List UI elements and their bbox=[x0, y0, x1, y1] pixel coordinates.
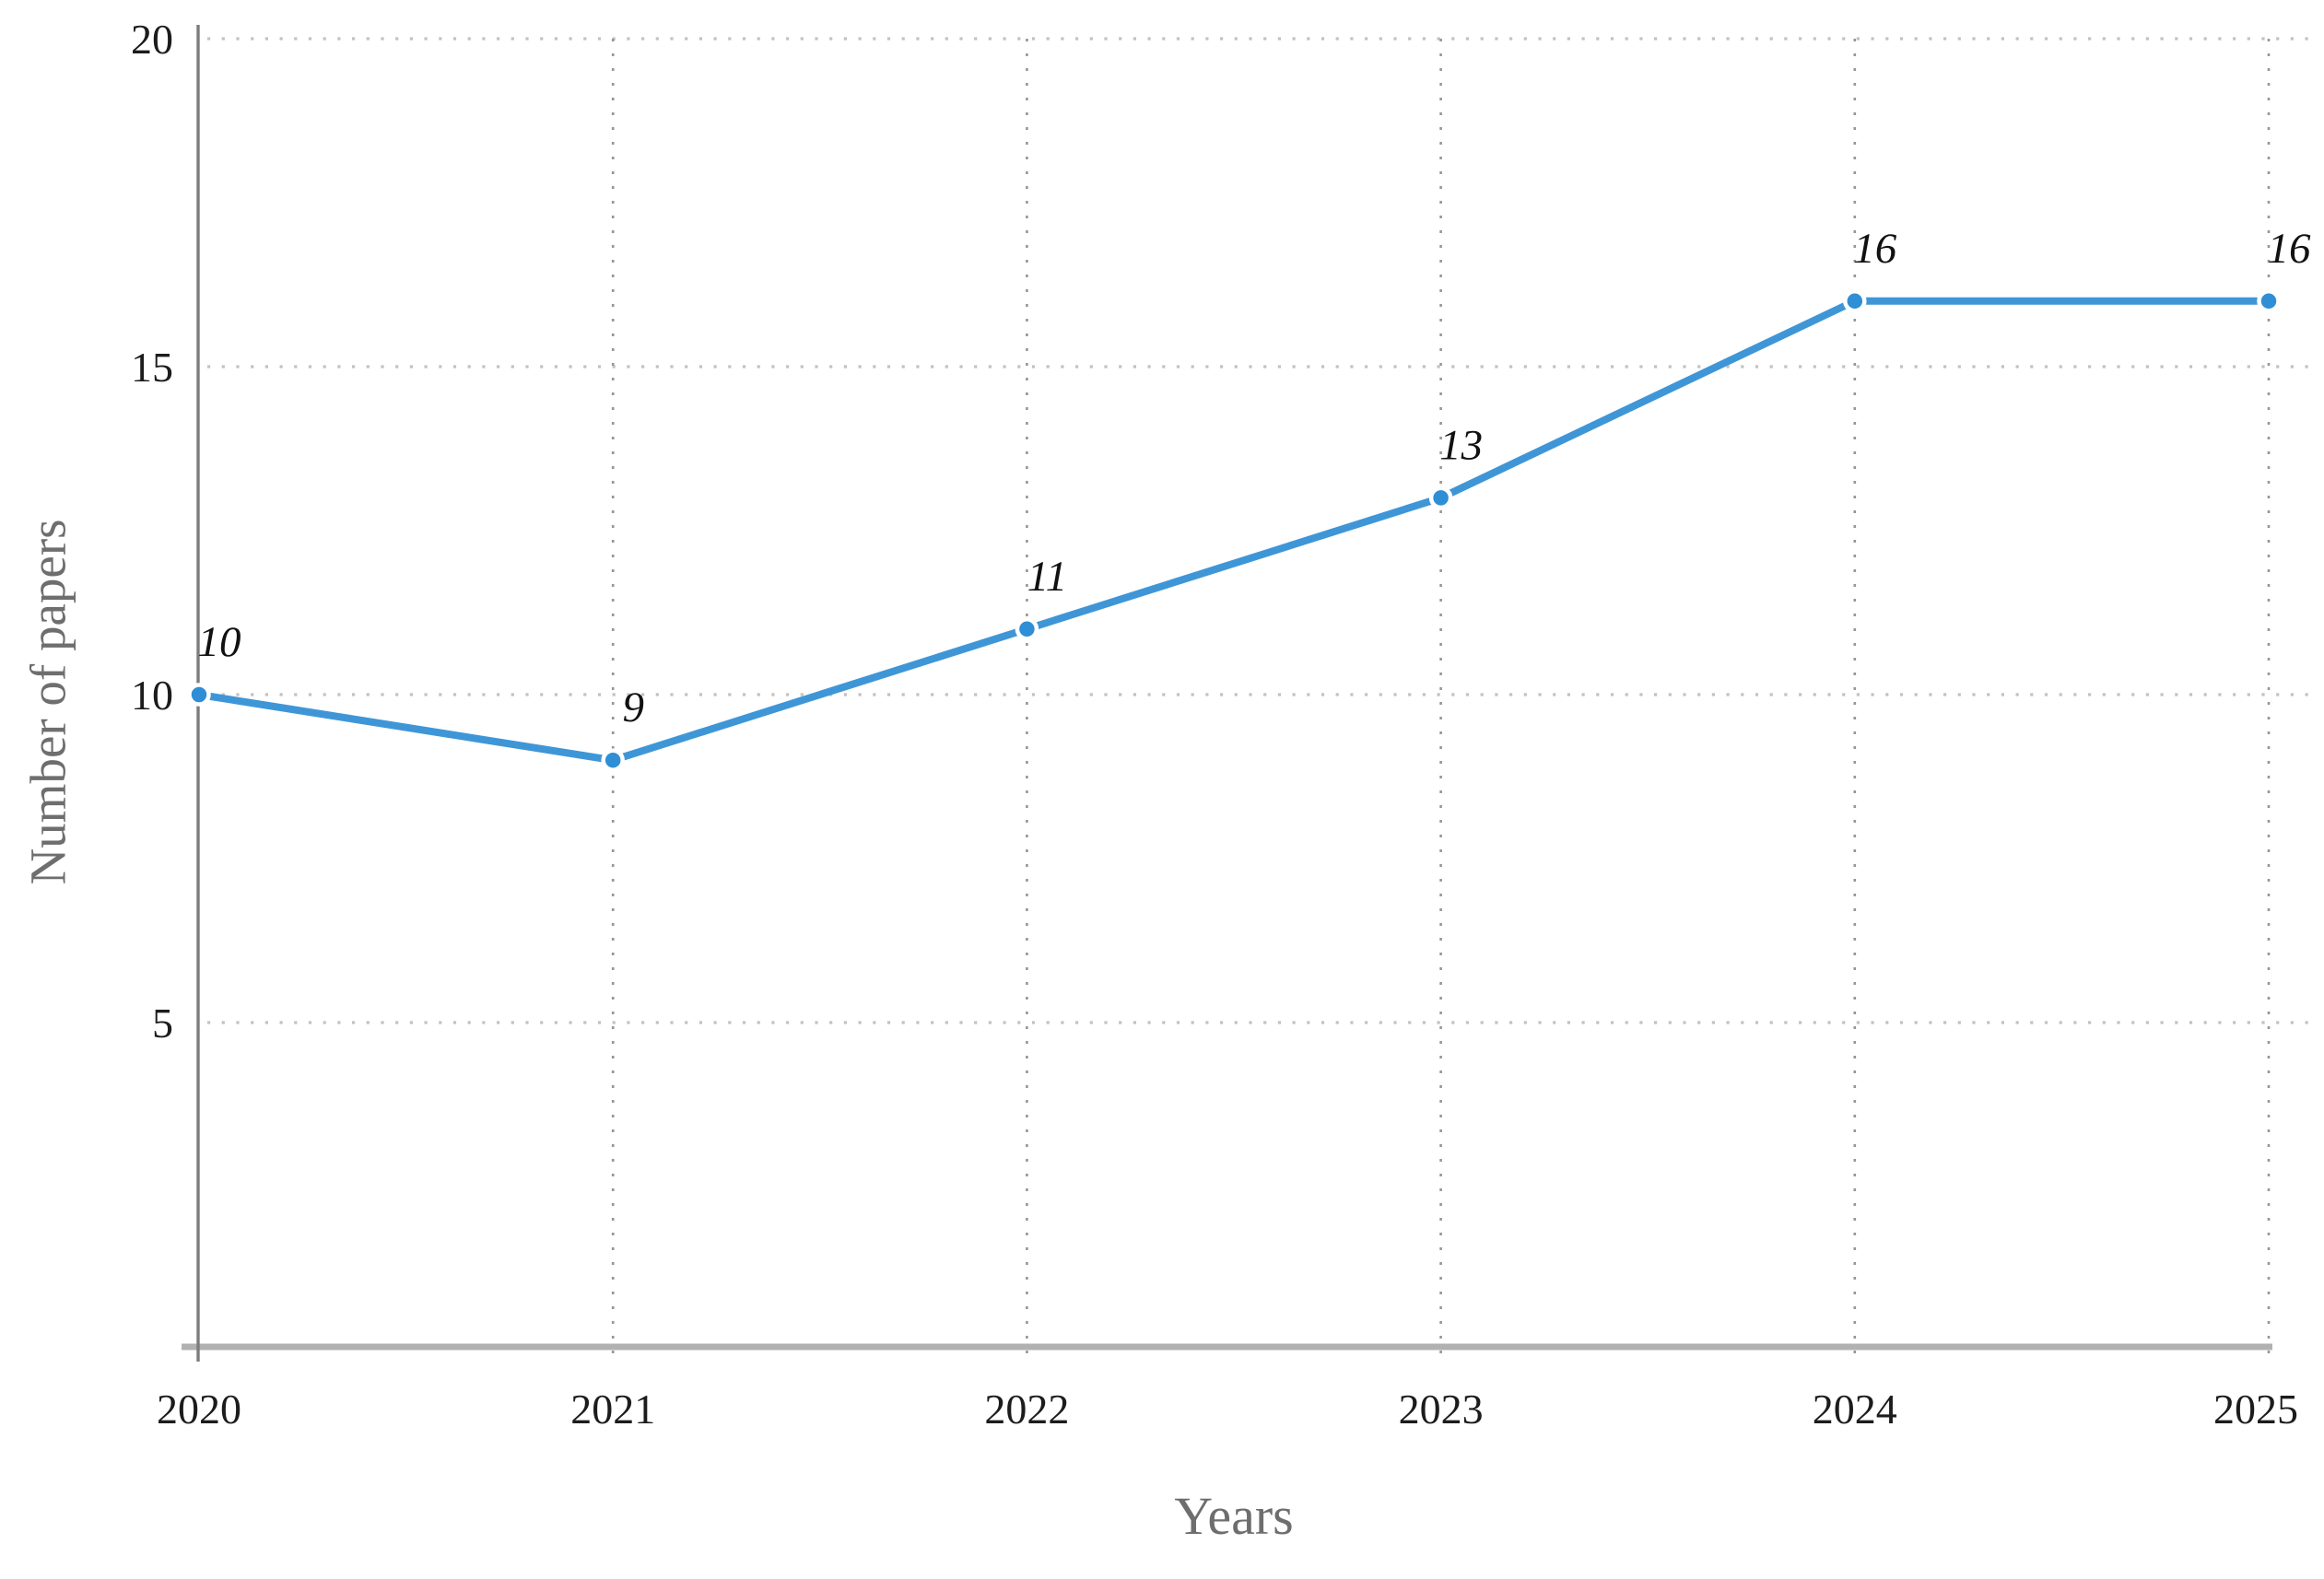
data-point-label: 16 bbox=[2268, 225, 2312, 273]
data-point bbox=[2257, 289, 2281, 313]
data-point-label: 11 bbox=[1027, 553, 1068, 601]
y-axis-title: Number of papers bbox=[19, 519, 76, 885]
y-tick-label: 10 bbox=[131, 672, 173, 719]
x-axis-title: Years bbox=[1174, 1486, 1294, 1546]
data-point-label: 13 bbox=[1439, 421, 1483, 469]
data-point bbox=[1843, 289, 1867, 313]
data-line bbox=[195, 297, 2272, 765]
data-point bbox=[187, 683, 211, 707]
data-point-label: 10 bbox=[198, 618, 241, 666]
data-point-label: 16 bbox=[1853, 225, 1897, 273]
data-point bbox=[601, 748, 625, 772]
data-point bbox=[1428, 485, 1453, 510]
x-tick-label: 2021 bbox=[570, 1386, 655, 1433]
x-tick-label: 2023 bbox=[1399, 1386, 1484, 1433]
data-point bbox=[1015, 617, 1039, 641]
x-tick-label: 2025 bbox=[2213, 1386, 2298, 1433]
y-tick-label: 20 bbox=[131, 16, 173, 63]
y-tick-label: 15 bbox=[131, 344, 173, 391]
x-tick-label: 2020 bbox=[157, 1386, 241, 1433]
data-point-label: 9 bbox=[622, 684, 644, 731]
y-tick-label: 5 bbox=[152, 1000, 173, 1047]
x-tick-label: 2022 bbox=[984, 1386, 1069, 1433]
x-tick-label: 2024 bbox=[1813, 1386, 1897, 1433]
